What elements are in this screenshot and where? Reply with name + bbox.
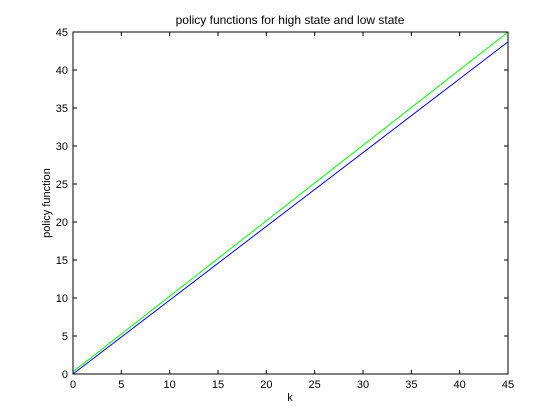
x-tick-label: 45 xyxy=(502,379,514,391)
y-tick-label: 35 xyxy=(56,103,68,115)
x-tick-label: 20 xyxy=(260,379,272,391)
y-tick-label: 40 xyxy=(56,65,68,77)
y-tick-label: 10 xyxy=(56,293,68,305)
y-tick-label: 5 xyxy=(62,331,68,343)
y-tick-label: 45 xyxy=(56,27,68,39)
x-tick-label: 25 xyxy=(309,379,321,391)
x-axis: 0 5 10 15 20 25 30 35 40 45 xyxy=(70,32,514,391)
y-tick-label: 30 xyxy=(56,141,68,153)
y-tick-label: 20 xyxy=(56,217,68,229)
y-tick-label: 25 xyxy=(56,179,68,191)
series-line-2 xyxy=(72,41,509,375)
y-tick-label: 0 xyxy=(62,369,68,381)
x-tick-label: 30 xyxy=(357,379,369,391)
y-axis-label: policy function xyxy=(41,168,53,238)
x-tick-label: 5 xyxy=(118,379,124,391)
y-axis: 0 5 10 15 20 25 30 35 40 45 xyxy=(56,27,508,381)
x-axis-label: k xyxy=(287,392,293,404)
x-tick-label: 10 xyxy=(164,379,176,391)
series-layer xyxy=(72,31,509,375)
chart-title: policy functions for high state and low … xyxy=(176,13,405,27)
x-tick-label: 0 xyxy=(70,379,76,391)
series-line-1 xyxy=(72,31,509,373)
x-tick-label: 35 xyxy=(405,379,417,391)
y-tick-label: 15 xyxy=(56,255,68,267)
x-tick-label: 15 xyxy=(212,379,224,391)
x-tick-label: 40 xyxy=(454,379,466,391)
